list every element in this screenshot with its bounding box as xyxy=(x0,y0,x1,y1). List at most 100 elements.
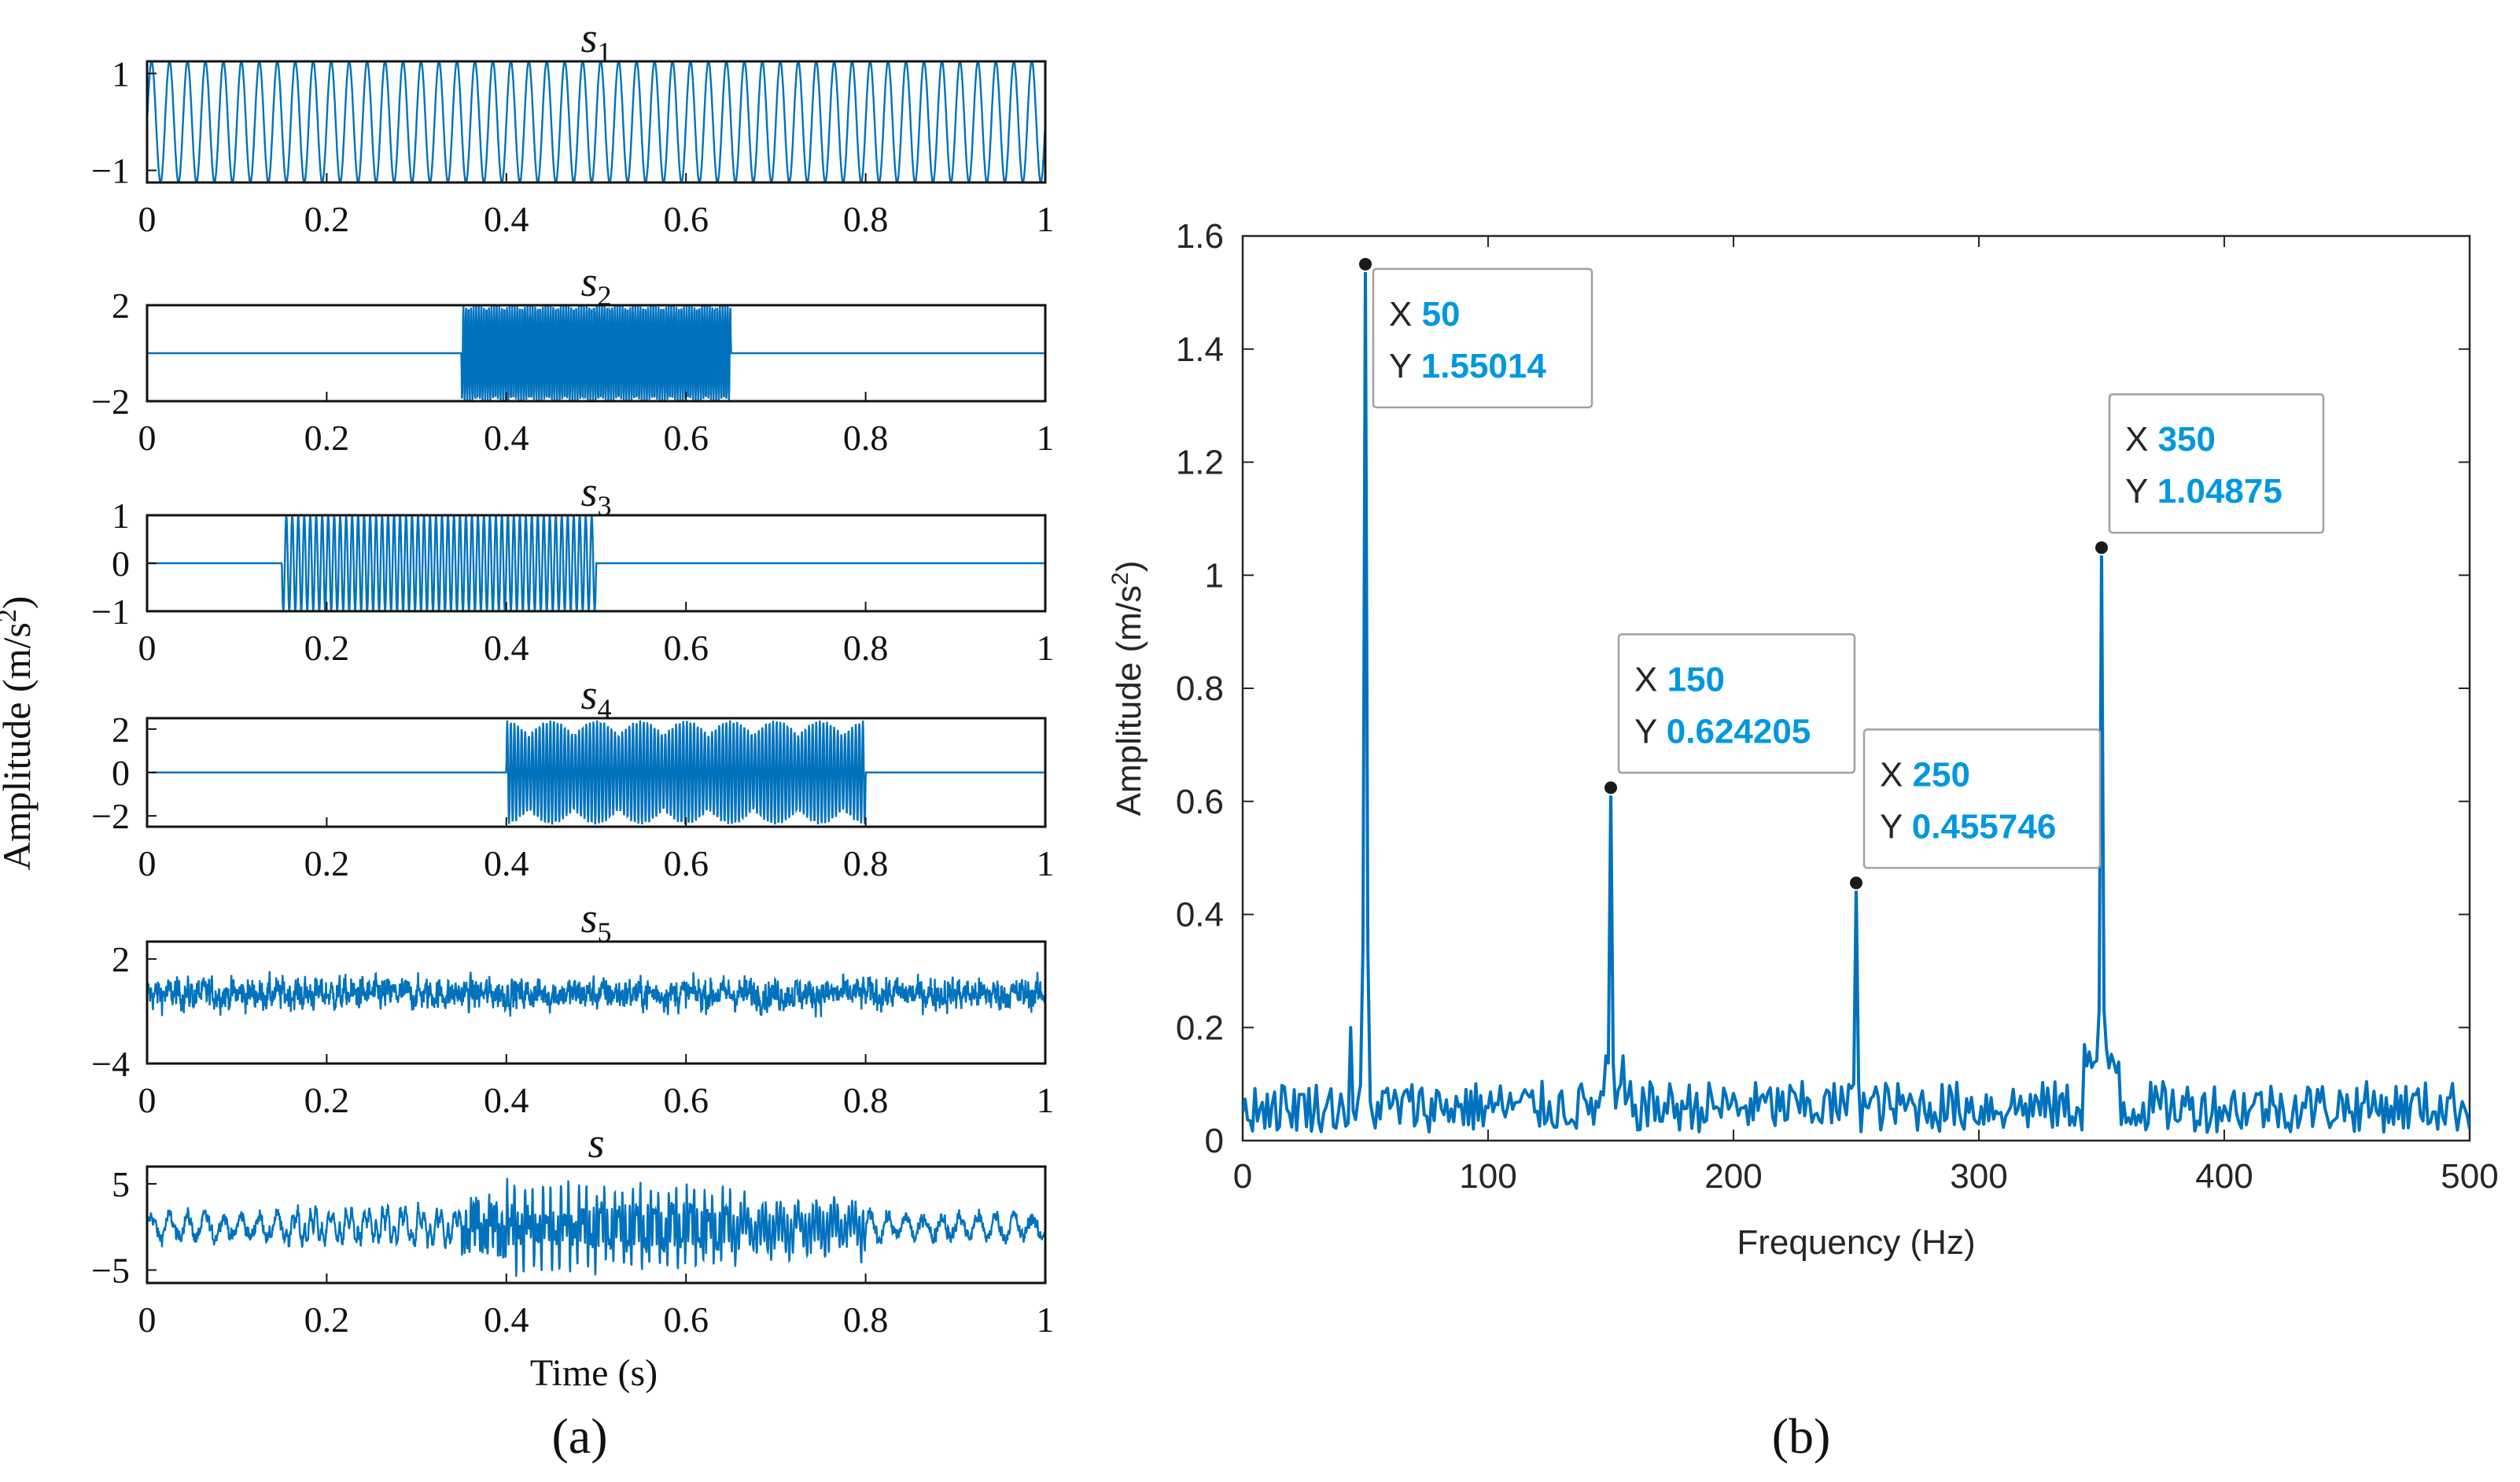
panel-b-ylabel: Amplitude (m/s2) xyxy=(1107,561,1148,817)
subplot-2-title: s2 xyxy=(580,258,611,312)
x-tick-label: 0.6 xyxy=(663,1080,709,1120)
x-tick-label: 0.2 xyxy=(304,418,350,458)
subplot-6: 0 0.2 0.4 0.6 0.8 1 5 −5 s xyxy=(91,1119,1054,1340)
y-tick-label: 1.2 xyxy=(1176,444,1224,482)
subplot-6-series-line xyxy=(147,1178,1045,1277)
datatip-x-label: X 150 xyxy=(1634,660,1725,699)
x-tick-label: 0.4 xyxy=(484,418,529,458)
datatip-marker xyxy=(1358,256,1373,272)
datatip-marker xyxy=(1603,780,1619,796)
datatips: X 50 Y 1.55014 X 150 Y 0.624205 X 250 Y 0.455… xyxy=(1358,256,2325,891)
subplot-5-title: s5 xyxy=(580,894,611,948)
x-tick-label: 0 xyxy=(138,843,157,883)
x-tick-label: 1 xyxy=(1037,418,1055,458)
datatip-y-label: Y 1.04875 xyxy=(2125,472,2282,511)
x-tick-label: 0.6 xyxy=(663,1300,709,1340)
subplot-2: 0 0.2 0.4 0.6 0.8 1 2 −2 s2 xyxy=(91,258,1054,458)
x-tick-label: 1 xyxy=(1037,628,1055,668)
y-tick-label: 0 xyxy=(112,544,130,584)
x-tick-label: 0.6 xyxy=(663,843,709,883)
subplot-4: 0 0.2 0.4 0.6 0.8 120−2s4 xyxy=(91,671,1054,883)
panel-b-xlabel: Frequency (Hz) xyxy=(1737,1223,1975,1262)
x-tick-label: 0.6 xyxy=(663,199,709,239)
x-tick-label: 0.2 xyxy=(304,1080,350,1120)
subplot-4-title: s4 xyxy=(580,671,611,724)
subplot-4-series-line xyxy=(147,720,1045,825)
y-tick-label: −2 xyxy=(91,796,130,836)
x-tick-label: 0 xyxy=(138,199,157,239)
datatip-box xyxy=(2108,393,2325,534)
panel-a-xlabel: Time (s) xyxy=(530,1352,658,1394)
panel-b-spectrum: 0 100 200 300 400 50000.20.40.60.811.21.41.6 … xyxy=(1107,217,2499,1464)
x-tick-label: 300 xyxy=(1950,1157,2007,1196)
subplot-1-series-line xyxy=(147,61,1045,182)
x-tick-label: 0 xyxy=(138,628,157,668)
subplot-2-axes-box xyxy=(146,304,1047,403)
datatip-50: X 50 Y 1.55014 xyxy=(1358,256,1593,409)
datatip-y-label: Y 1.55014 xyxy=(1389,347,1546,385)
x-tick-label: 0 xyxy=(1233,1157,1252,1196)
panel-a-ylabel: Amplitude (m/s2) xyxy=(0,596,39,871)
y-tick-label: 0 xyxy=(112,753,130,793)
y-tick-label: 0 xyxy=(1205,1122,1224,1160)
x-tick-label: 0.2 xyxy=(304,199,350,239)
y-tick-label: −5 xyxy=(91,1251,130,1291)
datatip-150: X 150 Y 0.624205 xyxy=(1603,633,1856,796)
y-tick-label: 0.8 xyxy=(1176,669,1224,708)
x-tick-label: 0 xyxy=(138,1080,157,1120)
x-tick-label: 0.8 xyxy=(843,418,889,458)
panel-b-caption: (b) xyxy=(1772,1408,1831,1464)
x-tick-label: 0.8 xyxy=(843,199,889,239)
y-tick-label: 2 xyxy=(112,286,130,326)
subplot-6-title: s xyxy=(588,1119,604,1167)
datatip-250: X 250 Y 0.455746 xyxy=(1848,728,2102,891)
x-tick-label: 0.2 xyxy=(304,628,350,668)
subplot-1: 0 0.2 0.4 0.6 0.8 1 1 −1 s1 xyxy=(91,14,1054,239)
x-tick-label: 0.2 xyxy=(304,843,350,883)
y-tick-label: 0.6 xyxy=(1176,783,1224,821)
y-tick-label: −1 xyxy=(91,592,130,632)
x-tick-label: 0 xyxy=(138,418,157,458)
x-tick-label: 0 xyxy=(138,1300,157,1340)
y-tick-label: −4 xyxy=(91,1044,130,1084)
datatip-marker xyxy=(2094,540,2109,556)
x-tick-label: 0.4 xyxy=(484,1300,529,1340)
panel-a-caption: (a) xyxy=(551,1408,607,1464)
y-tick-label: 2 xyxy=(112,939,130,979)
x-tick-label: 0.8 xyxy=(843,1300,889,1340)
x-tick-label: 0.2 xyxy=(304,1300,350,1340)
x-tick-label: 0.4 xyxy=(484,628,529,668)
y-tick-label: −2 xyxy=(91,382,130,422)
datatip-x-label: X 50 xyxy=(1389,295,1461,334)
x-tick-label: 0.4 xyxy=(484,1080,529,1120)
y-tick-label: 1.6 xyxy=(1176,217,1224,256)
datatip-y-label: Y 0.455746 xyxy=(1880,807,2056,846)
y-tick-label: −1 xyxy=(91,151,130,191)
y-tick-label: 5 xyxy=(112,1164,130,1204)
datatip-box xyxy=(1617,633,1856,774)
x-tick-label: 1 xyxy=(1037,1080,1055,1120)
subplot-5-series-line xyxy=(147,971,1045,1018)
datatip-box xyxy=(1372,267,1593,409)
x-tick-label: 100 xyxy=(1459,1157,1516,1196)
y-tick-label: 1 xyxy=(112,496,130,536)
x-tick-label: 1 xyxy=(1037,199,1055,239)
datatip-x-label: X 250 xyxy=(1880,755,1970,794)
x-tick-label: 0.6 xyxy=(663,418,709,458)
x-tick-label: 1 xyxy=(1037,1300,1055,1340)
y-tick-label: 2 xyxy=(112,710,130,750)
subplot-5-axes-box xyxy=(146,940,1047,1065)
x-tick-label: 0.4 xyxy=(484,199,529,239)
y-tick-label: 1 xyxy=(1205,556,1224,595)
x-tick-label: 400 xyxy=(2195,1157,2253,1196)
subplot-1-axes-box xyxy=(146,60,1047,184)
y-tick-label: 0.2 xyxy=(1176,1008,1224,1047)
datatip-x-label: X 350 xyxy=(2125,420,2216,459)
x-tick-label: 0.8 xyxy=(843,628,889,668)
subplot-3-series-line xyxy=(147,515,1045,611)
datatip-marker xyxy=(1848,875,1864,891)
x-tick-label: 0.8 xyxy=(843,843,889,883)
x-tick-label: 0.4 xyxy=(484,843,529,883)
